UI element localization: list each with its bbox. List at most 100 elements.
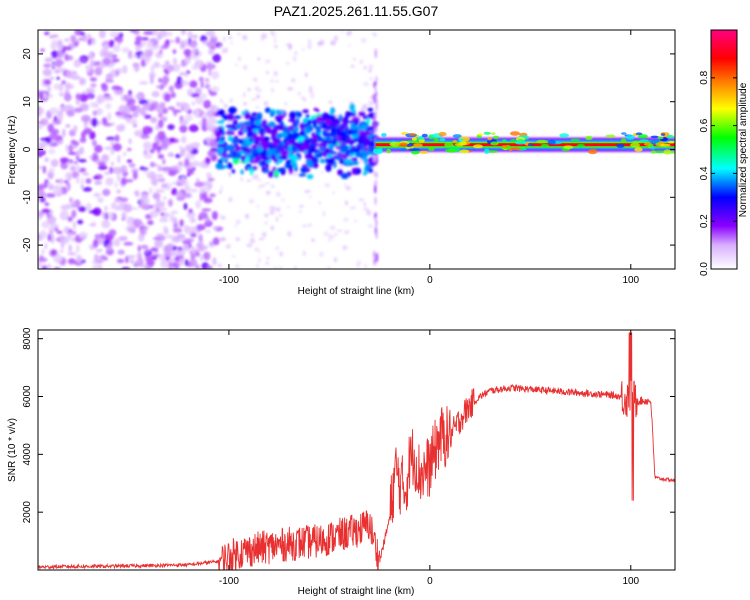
- spectrogram-cell: [279, 251, 283, 257]
- spectrogram-cell: [129, 30, 137, 33]
- spectrogram-cell: [283, 139, 287, 145]
- spectrogram-cell: [223, 148, 227, 153]
- spectrogram-cell: [373, 250, 376, 259]
- spectrogram-cell: [653, 150, 666, 154]
- spectrogram-cell: [302, 224, 308, 228]
- spectrogram-cell: [180, 62, 188, 67]
- spectrogram-cell: [235, 237, 241, 242]
- spectrogram-cell: [337, 136, 342, 144]
- spectrogram-cell: [38, 106, 45, 115]
- spectrogram-cell: [307, 119, 313, 125]
- spectrogram-cell: [635, 132, 643, 136]
- spectrogram-cell: [195, 142, 200, 150]
- spectrogram-cell: [650, 135, 659, 139]
- spectrogram-image: [38, 30, 675, 269]
- spectrogram-cell: [166, 64, 175, 72]
- spectrogram-cell: [225, 130, 235, 136]
- spectrogram-cell: [605, 134, 616, 138]
- spectrogram-cell: [375, 155, 379, 166]
- spectrogram-cell: [242, 65, 248, 70]
- spectrogram-cell: [250, 98, 257, 101]
- spectrogram-cell: [198, 76, 204, 83]
- spectrogram-cell: [171, 235, 181, 243]
- spectrogram-cell: [149, 209, 159, 218]
- spectrogram-cell: [225, 245, 231, 249]
- spectrogram-cell: [246, 179, 252, 182]
- spectrogram-cell: [245, 156, 250, 163]
- spectrogram-cell: [625, 134, 635, 140]
- spectrogram-cell: [570, 138, 581, 142]
- spectrogram-cell: [54, 60, 65, 65]
- spectrogram-cell: [444, 142, 454, 148]
- spectrogram-cell: [285, 42, 292, 47]
- spectrogram-cell: [180, 79, 184, 84]
- spectrogram-cell: [173, 262, 180, 269]
- spectrogram-cell: [161, 116, 168, 122]
- spectrogram-cell: [433, 137, 440, 143]
- spectrogram-cell: [53, 83, 60, 90]
- spectrogram-cell: [206, 136, 211, 146]
- spectrogram-cell: [163, 251, 173, 258]
- spectrogram-cell: [274, 38, 277, 44]
- spectrogram-cell: [179, 189, 186, 193]
- spectrogram-cell: [264, 59, 271, 64]
- spectrogram-cell: [146, 258, 155, 267]
- spectrogram-cell: [276, 143, 284, 149]
- spectrogram-cell: [72, 141, 80, 147]
- snr-ytick-label: 8000: [22, 327, 33, 350]
- spectrogram-cell: [202, 191, 208, 200]
- spectrogram-cell: [179, 257, 184, 267]
- spectrogram-cell: [206, 41, 216, 48]
- spectrogram-cell: [207, 150, 215, 157]
- spectrogram-cell: [97, 162, 107, 166]
- spectrogram-cell: [69, 197, 73, 203]
- spectrogram-cell: [159, 216, 168, 222]
- spectrogram-cell: [156, 199, 161, 206]
- spectrogram-cell: [104, 96, 114, 101]
- spectrogram-cell: [221, 136, 225, 140]
- spectrogram-cell: [293, 126, 299, 132]
- spectrogram-cell: [85, 87, 95, 94]
- spectrogram-cell: [158, 253, 166, 260]
- spectrogram-cell: [191, 101, 196, 106]
- spectrogram-cell: [116, 124, 124, 132]
- spectrogram-cell: [132, 171, 138, 180]
- spectrogram-cell: [127, 98, 136, 105]
- spectrogram-cell: [375, 98, 378, 105]
- spectrogram-cell: [47, 234, 52, 242]
- spectrogram-cell: [219, 237, 226, 242]
- spectrogram-cell: [167, 152, 175, 158]
- spectrogram-cell: [91, 260, 99, 265]
- spectrogram-cell: [175, 250, 186, 257]
- spectrogram-cell: [264, 107, 271, 114]
- spectrogram-cell: [71, 209, 77, 219]
- spectrogram-cell: [138, 233, 145, 242]
- spectrogram-cell: [38, 255, 45, 263]
- spectrogram-cell: [189, 80, 198, 89]
- spectrogram-cell: [161, 207, 168, 211]
- snr-axes: -100 0 100 2000 4000 6000 8000: [22, 327, 675, 587]
- spectrogram-cell: [218, 189, 223, 195]
- spectrogram-cell: [281, 198, 286, 202]
- spectrogram-cell: [223, 48, 228, 54]
- spectrogram-cell: [219, 147, 224, 153]
- spectrogram-cell: [229, 98, 234, 103]
- spectrogram-cell: [161, 107, 168, 114]
- spectrogram-cell: [286, 126, 295, 130]
- spectrogram-cell: [351, 161, 360, 166]
- spectrogram-cell: [374, 226, 378, 235]
- spectrogram-cell: [257, 112, 263, 121]
- spectrogram-cell: [130, 105, 137, 112]
- spectrogram-cell: [343, 217, 349, 222]
- spectrogram-cell: [373, 155, 376, 163]
- spectrogram-cell: [112, 166, 123, 175]
- spectrogram-cell: [510, 147, 521, 151]
- spectrogram-cell: [41, 221, 51, 229]
- spectrogram-cell: [151, 142, 161, 151]
- spectrogram-cell: [290, 155, 299, 161]
- spectrogram-cell: [293, 265, 298, 269]
- spectrogram-cell: [185, 185, 191, 193]
- spectrogram-cell: [330, 127, 336, 135]
- spectrogram-cell: [109, 30, 120, 38]
